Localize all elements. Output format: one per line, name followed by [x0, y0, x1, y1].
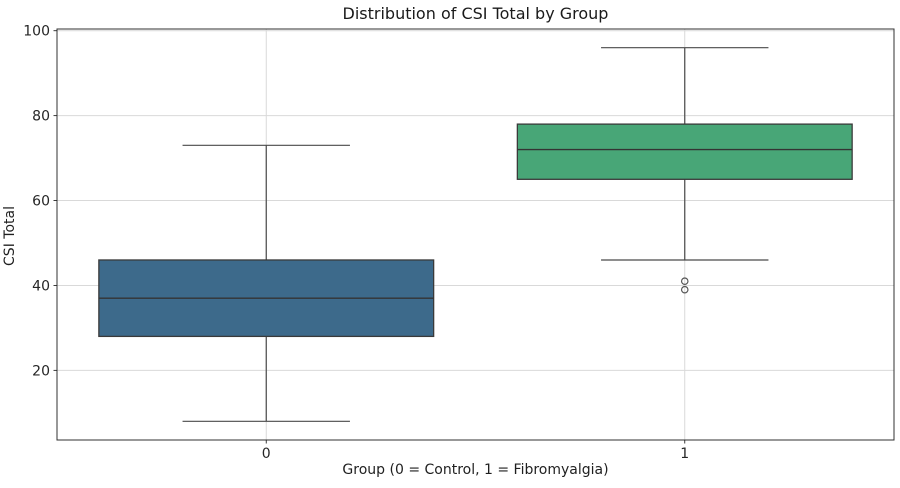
y-tick-label: 60: [32, 194, 50, 210]
x-axis-label: Group (0 = Control, 1 = Fibromyalgia): [342, 462, 609, 478]
plot-border: [56, 28, 895, 441]
box-1: [516, 123, 853, 180]
x-tick-label: 0: [262, 446, 271, 462]
y-tick-label: 100: [23, 24, 50, 40]
x-tick-label: 1: [680, 446, 689, 462]
chart-title: Distribution of CSI Total by Group: [342, 4, 609, 23]
outlier-point: [680, 285, 689, 294]
outlier-point: [680, 277, 689, 286]
y-tick-label: 20: [32, 363, 50, 379]
y-tick-label: 40: [32, 278, 50, 294]
y-tick-label: 80: [32, 109, 50, 125]
